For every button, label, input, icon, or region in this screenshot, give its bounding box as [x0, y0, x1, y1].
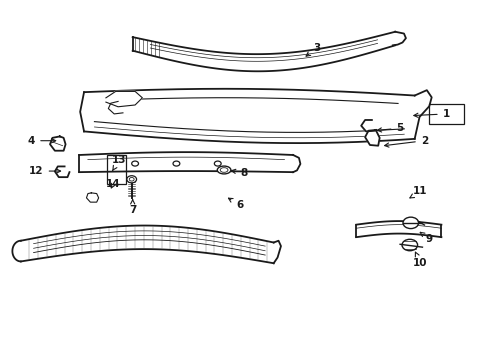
Circle shape — [126, 176, 136, 183]
Ellipse shape — [217, 166, 230, 174]
Text: 3: 3 — [305, 43, 321, 56]
Polygon shape — [86, 193, 99, 202]
Polygon shape — [84, 89, 414, 143]
Text: 11: 11 — [409, 186, 427, 198]
Circle shape — [402, 217, 418, 229]
Text: 6: 6 — [228, 198, 243, 210]
Polygon shape — [361, 120, 374, 131]
Polygon shape — [21, 225, 273, 263]
Text: 1: 1 — [413, 109, 449, 119]
Circle shape — [401, 239, 417, 251]
Bar — [428, 104, 463, 123]
Text: 14: 14 — [106, 179, 120, 189]
Text: 7: 7 — [129, 199, 136, 215]
Bar — [107, 155, 125, 184]
Polygon shape — [79, 152, 292, 172]
Text: 5: 5 — [377, 123, 403, 133]
Polygon shape — [365, 130, 379, 146]
Text: 12: 12 — [29, 166, 61, 176]
Text: 8: 8 — [231, 168, 247, 178]
Text: 4: 4 — [28, 136, 56, 146]
Text: 2: 2 — [384, 136, 427, 147]
Polygon shape — [132, 32, 394, 71]
Text: 13: 13 — [112, 156, 126, 171]
Polygon shape — [106, 91, 142, 107]
Polygon shape — [50, 136, 65, 151]
Text: 9: 9 — [419, 232, 432, 244]
Polygon shape — [356, 221, 441, 237]
Polygon shape — [55, 166, 69, 177]
Text: 10: 10 — [412, 252, 427, 268]
